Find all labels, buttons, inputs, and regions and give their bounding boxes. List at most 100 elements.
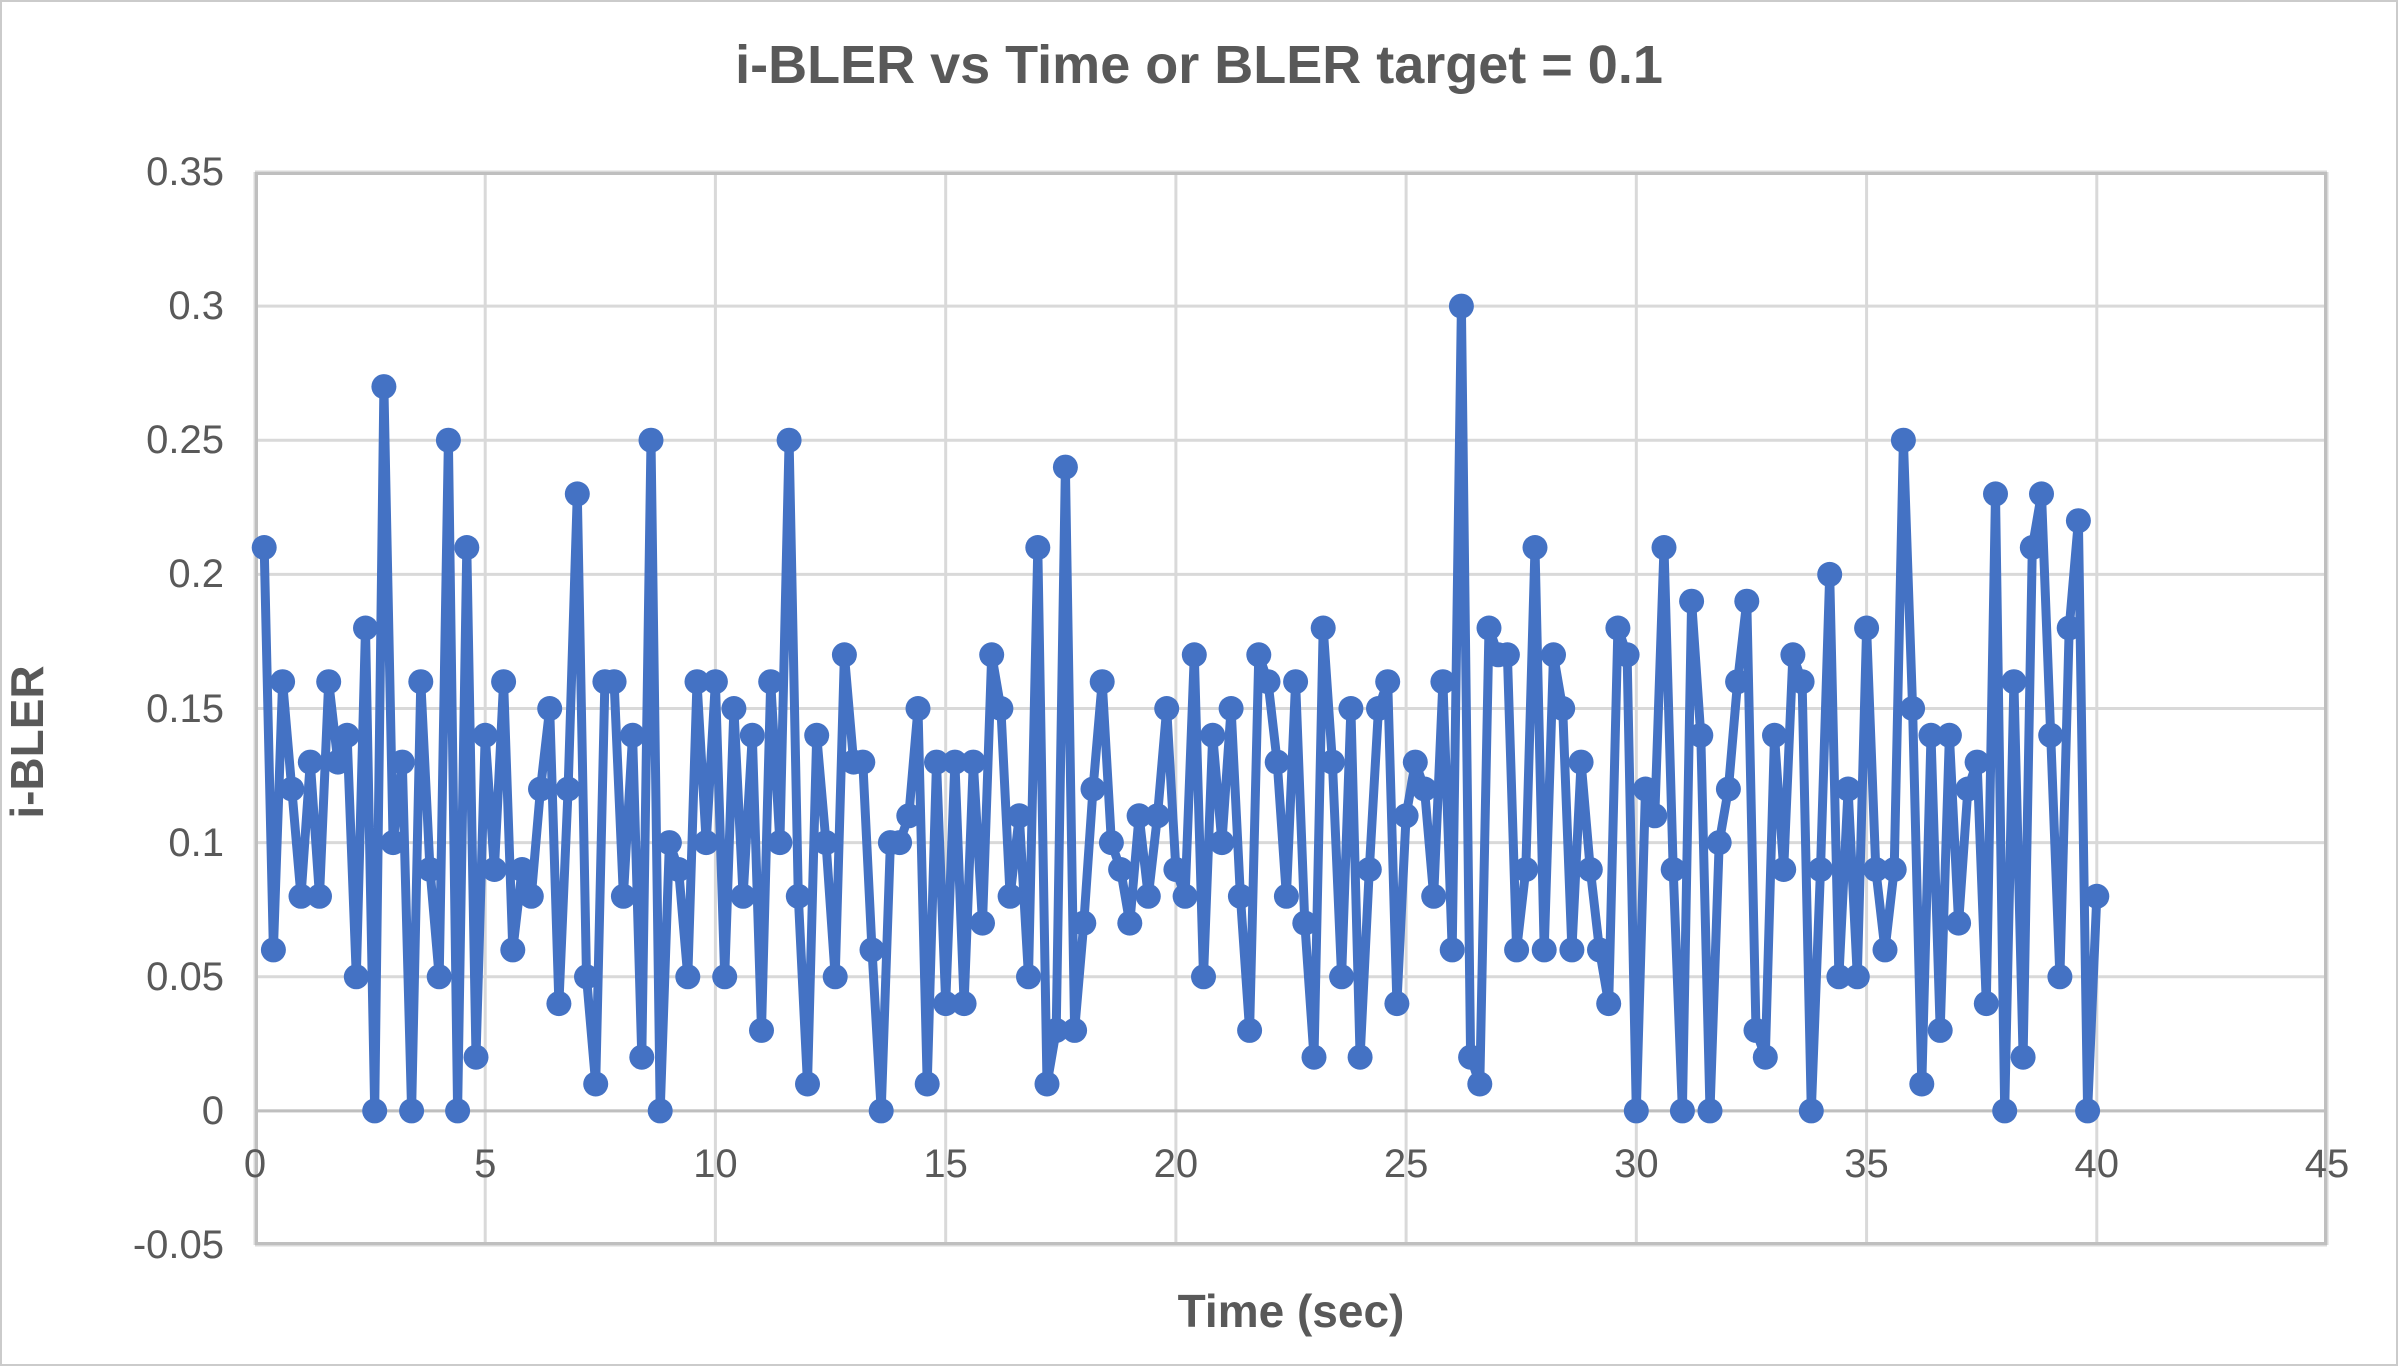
data-point-marker	[1983, 481, 2008, 507]
x-tick-label: 40	[2074, 1142, 2120, 1186]
data-point-marker	[251, 535, 277, 560]
data-point-marker	[831, 642, 857, 668]
data-point-marker	[1771, 857, 1797, 882]
x-tick-label: 30	[1614, 1142, 1659, 1186]
data-point-marker	[822, 964, 848, 990]
data-point-marker	[1476, 615, 1502, 641]
data-point-marker	[1255, 669, 1281, 695]
data-point-marker	[638, 427, 664, 453]
data-point-marker	[1623, 1098, 1649, 1124]
data-point-marker	[2084, 883, 2110, 909]
data-point-marker	[1918, 722, 1944, 748]
data-point-marker	[1504, 937, 1530, 963]
data-point-marker	[380, 830, 406, 856]
data-point-marker	[491, 669, 517, 695]
data-point-marker	[1421, 883, 1447, 909]
data-point-marker	[279, 776, 305, 802]
data-point-marker	[610, 883, 636, 909]
data-point-marker	[1890, 427, 1916, 453]
data-point-marker	[1550, 696, 1576, 721]
data-point-marker	[1669, 1098, 1695, 1124]
data-point-marker	[537, 696, 563, 721]
x-tick-label: 10	[693, 1142, 738, 1186]
data-point-marker	[334, 722, 360, 748]
data-point-marker	[914, 1071, 940, 1097]
data-point-marker	[1513, 857, 1539, 882]
data-point-marker	[454, 535, 480, 560]
data-point-marker	[1393, 803, 1419, 829]
data-point-marker	[1531, 937, 1557, 963]
data-point-marker	[1126, 803, 1152, 829]
data-point-marker	[1577, 857, 1603, 882]
data-point-marker	[1826, 964, 1852, 990]
data-point-marker	[1246, 642, 1272, 668]
data-point-marker	[1936, 722, 1962, 748]
data-point-marker	[500, 937, 526, 963]
data-point-marker	[1596, 991, 1622, 1017]
data-point-marker	[546, 991, 572, 1017]
y-tick-label: 0.3	[168, 284, 224, 329]
data-point-marker	[325, 749, 351, 775]
data-point-marker	[2029, 481, 2054, 507]
data-point-marker	[518, 883, 544, 909]
data-point-marker	[353, 615, 378, 641]
data-point-marker	[868, 1098, 894, 1124]
data-point-marker	[1872, 937, 1898, 963]
data-point-marker	[1752, 1044, 1778, 1070]
data-point-marker	[776, 427, 802, 453]
data-point-marker	[813, 830, 839, 856]
x-axis-title: Time (sec)	[1177, 1285, 1405, 1337]
data-point-marker	[1743, 1017, 1769, 1043]
data-series-line	[259, 301, 2102, 1116]
data-point-marker	[1697, 1098, 1723, 1124]
data-point-marker	[1973, 991, 1999, 1017]
data-point-marker	[288, 883, 314, 909]
data-point-marker	[1817, 561, 1843, 587]
data-point-marker	[1614, 642, 1640, 668]
data-point-marker	[2056, 615, 2082, 641]
data-point-marker	[1909, 1071, 1935, 1097]
data-point-marker	[1080, 776, 1106, 802]
data-point-marker	[472, 722, 498, 748]
x-tick-label: 20	[1153, 1142, 1199, 1186]
data-point-marker	[979, 642, 1005, 668]
data-point-marker	[1927, 1017, 1953, 1043]
data-point-marker	[1651, 535, 1677, 560]
data-point-marker	[1145, 803, 1170, 829]
data-point-marker	[1062, 1017, 1088, 1043]
data-point-marker	[1734, 588, 1760, 614]
data-point-marker	[1900, 696, 1926, 721]
data-point-marker	[1688, 722, 1714, 748]
data-point-marker	[804, 722, 830, 748]
data-point-marker	[859, 937, 885, 963]
data-point-marker	[1172, 883, 1198, 909]
data-point-marker	[1016, 964, 1041, 990]
data-point-marker	[555, 776, 581, 802]
data-point-marker	[620, 722, 646, 748]
data-point-marker	[1384, 991, 1410, 1017]
y-tick-label: 0.05	[146, 954, 224, 999]
data-point-marker	[730, 883, 756, 909]
x-tick-label: 25	[1383, 1142, 1429, 1186]
data-point-marker	[693, 830, 719, 856]
data-point-marker	[1089, 669, 1115, 695]
data-point-marker	[2010, 1044, 2036, 1070]
data-point-marker	[1780, 642, 1806, 668]
data-point-marker	[1706, 830, 1732, 856]
data-point-marker	[362, 1098, 388, 1124]
data-point-marker	[712, 964, 738, 990]
data-point-marker	[1154, 696, 1180, 721]
data-point-marker	[1338, 696, 1364, 721]
data-point-marker	[675, 964, 701, 990]
data-point-marker	[767, 830, 793, 856]
data-point-marker	[960, 749, 986, 775]
data-point-marker	[399, 1098, 425, 1124]
data-point-marker	[2038, 722, 2064, 748]
y-tick-label: 0.15	[146, 686, 224, 731]
data-point-marker	[307, 883, 332, 909]
data-point-marker	[1762, 722, 1787, 748]
data-point-marker	[656, 830, 682, 856]
data-point-marker	[896, 803, 922, 829]
data-point-marker	[435, 427, 461, 453]
